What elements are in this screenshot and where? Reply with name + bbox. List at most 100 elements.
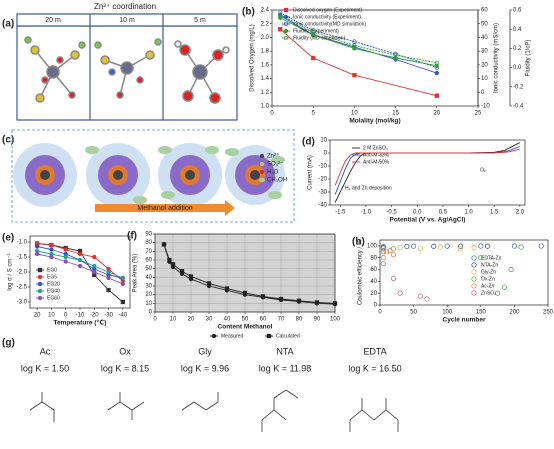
legend-marker [37, 274, 43, 280]
legend-marker [37, 281, 43, 287]
series-line [280, 14, 437, 64]
marker [188, 274, 194, 279]
y-tick-label: 60 [370, 267, 377, 273]
marker [278, 27, 283, 32]
marker [120, 299, 126, 305]
x-tick-label: 50 [410, 310, 417, 316]
y-tick-label: -2.0 [17, 270, 28, 276]
y-tick-label: 30 [145, 284, 152, 290]
marker [34, 244, 40, 249]
x-tick-label: 0 [270, 111, 274, 117]
marker [63, 254, 68, 260]
log-k: log K = 16.50 [348, 363, 401, 373]
marker [478, 243, 484, 249]
legend-label: ZnSO₄ [481, 290, 496, 296]
x-tick-label: 60 [260, 317, 267, 323]
x-tick-label: 20 [188, 317, 195, 323]
marker [352, 72, 357, 78]
marker [34, 251, 40, 257]
marker [92, 254, 97, 260]
marker [538, 243, 544, 249]
y-tick-label: 0 [374, 303, 378, 309]
legend-marker [266, 333, 272, 339]
x-tick-label: 100 [442, 310, 453, 316]
legend-label: EG20 [47, 281, 60, 287]
y3-axis-label: Fluidity (1/cP) [526, 40, 532, 77]
y-tick-label: 70 [145, 249, 152, 255]
legend-label: EG0 [47, 267, 57, 273]
y-tick-label: -2.5 [17, 285, 28, 291]
legend-marker [211, 333, 217, 339]
legend-label: Ox-Zn [481, 276, 495, 282]
legend-label: Dissolved oxygen (Experiment) [293, 7, 363, 13]
legend-label: Gly-Zn [481, 269, 496, 275]
panel-label: (g) [2, 338, 15, 349]
ligand-name: NTA [276, 346, 293, 356]
legend-label: Measured [221, 333, 243, 339]
log-k: log K = 8.15 [101, 363, 149, 373]
y2-tick-label: 30 [481, 49, 488, 55]
column-label: 20 m [45, 17, 61, 24]
marker [444, 243, 450, 249]
marker [170, 262, 176, 267]
marker [92, 263, 97, 269]
arrow [95, 200, 235, 216]
marker [278, 10, 283, 15]
x-tick-label: 0 [64, 313, 68, 319]
marker [501, 284, 507, 290]
x-tick-label: 200 [509, 310, 520, 316]
x-tick-label: 15 [392, 111, 399, 117]
x-tick-label: -0.5 [386, 210, 397, 216]
y-tick-label: -1.5 [17, 255, 28, 261]
legend-marker [471, 276, 477, 282]
legend-label: EG5 [47, 274, 57, 280]
legend-marker [37, 267, 43, 273]
y-tick-label: -3.0 [17, 300, 28, 306]
marker [311, 29, 316, 35]
marker [390, 252, 396, 258]
marker [278, 12, 283, 17]
legend-label: NTA-Zn [481, 262, 498, 268]
column-label: 5 m [194, 17, 206, 24]
series-line [280, 12, 437, 69]
marker [77, 257, 83, 263]
x-tick-label: -40 [119, 313, 128, 319]
x-tick-label: 0.0 [413, 210, 422, 216]
marker [434, 70, 439, 76]
marker [332, 301, 338, 306]
molecule [24, 36, 230, 104]
y-tick-label: 100 [367, 243, 378, 249]
y2-tick-label: 60 [481, 8, 488, 14]
x-tick-label: 0 [378, 310, 382, 316]
x-tick-label: -10 [76, 313, 85, 319]
x-tick-label: 150 [476, 310, 487, 316]
y-tick-label: 0 [149, 310, 153, 316]
plot-frame [29, 235, 131, 309]
panel-label: (e) [2, 233, 14, 244]
panel-frame [11, 129, 295, 223]
column-label: 10 m [119, 17, 135, 24]
plot-frame [154, 233, 336, 313]
log-k: log K = 9.96 [181, 363, 229, 373]
marker [77, 251, 83, 257]
ligand-name: Ox [119, 346, 131, 356]
legend [259, 154, 265, 182]
arrow-label: Methanol addition [137, 205, 192, 212]
legend-label: Anti-M-50% [363, 159, 390, 165]
marker [206, 281, 212, 286]
marker [311, 55, 316, 61]
y-tick-label: -10 [318, 164, 327, 170]
x-tick-label: -30 [104, 313, 113, 319]
plot-frame [329, 139, 526, 206]
x-tick-label: -1.0 [361, 210, 372, 216]
y-tick-label: 1.4 [261, 76, 270, 82]
marker [278, 15, 283, 20]
y-tick-label: 2.4 [261, 8, 270, 14]
y2-tick-label: 10 [481, 76, 488, 82]
y2-tick-label: -10 [481, 104, 490, 110]
y-tick-label: 60 [145, 258, 152, 264]
marker [397, 245, 403, 251]
y-tick-label: 1.6 [261, 62, 270, 68]
marker [511, 243, 517, 249]
